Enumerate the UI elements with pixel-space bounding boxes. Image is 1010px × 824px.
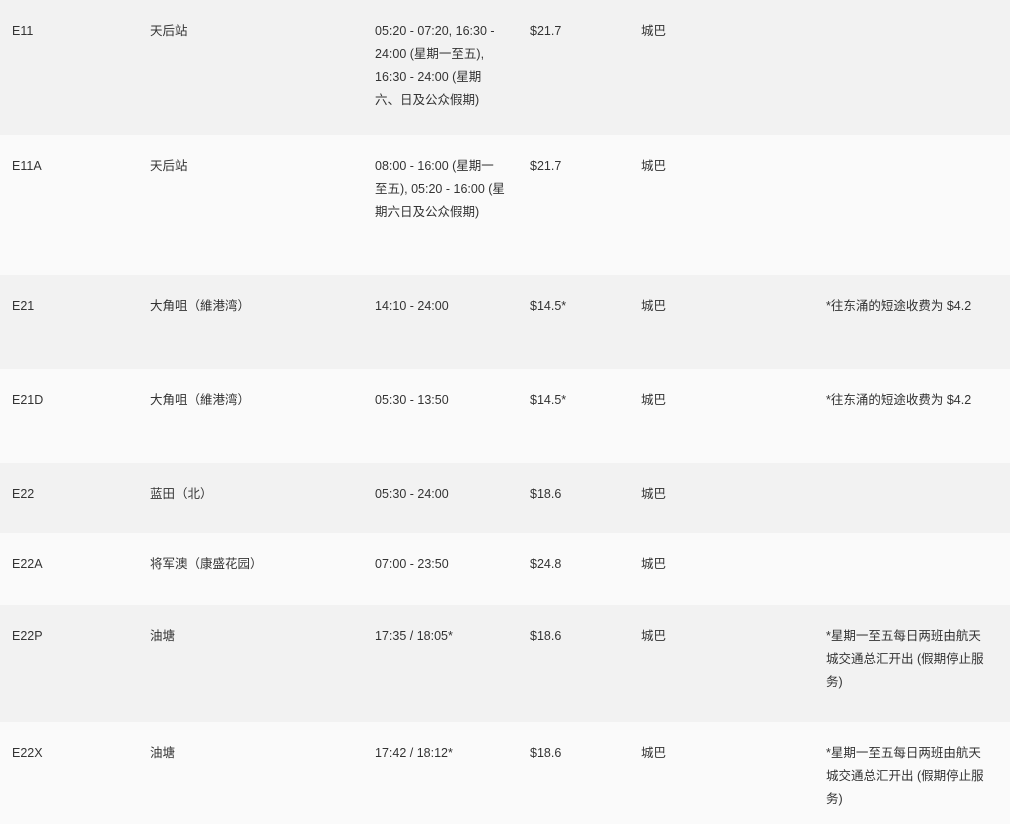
table-row: E22X 油塘 17:42 / 18:12* $18.6 城巴 *星期一至五每日两班由航天…: [0, 722, 1010, 824]
operator-cell: 城巴: [641, 557, 667, 571]
route-number-cell: E21D: [12, 393, 44, 407]
fare-cell: $18.6: [530, 746, 562, 760]
fare-cell: $14.5*: [530, 299, 567, 313]
fare-cell: $21.7: [530, 159, 562, 173]
table-row: E22P 油塘 17:35 / 18:05* $18.6 城巴 *星期一至五每日两班由航天…: [0, 605, 1010, 722]
fare-cell: $18.6: [530, 629, 562, 643]
route-number-cell: E11: [12, 24, 34, 38]
remarks-cell: *往东涌的短途收费为 $4.2: [826, 299, 972, 313]
service-hours-cell: 08:00 - 16:00 (星期一至五), 05:20 - 16:00 (星期…: [375, 159, 505, 219]
route-number-cell: E22: [12, 487, 35, 501]
table-row: E11 天后站 05:20 - 07:20, 16:30 - 24:00 (星期一至…: [0, 0, 1010, 135]
fare-cell: $24.8: [530, 557, 562, 571]
destination-cell: 油塘: [150, 629, 176, 643]
operator-cell: 城巴: [641, 299, 667, 313]
fare-cell: $18.6: [530, 487, 562, 501]
table-row: E11A 天后站 08:00 - 16:00 (星期一至五), 05:20 - 16…: [0, 135, 1010, 275]
service-hours-cell: 17:35 / 18:05*: [375, 629, 453, 643]
table-row: E22A 将军澳（康盛花园） 07:00 - 23:50 $24.8 城巴: [0, 533, 1010, 605]
route-number-cell: E22X: [12, 746, 43, 760]
service-hours-cell: 05:30 - 24:00: [375, 487, 449, 501]
operator-cell: 城巴: [641, 393, 667, 407]
table-row: E21 大角咀（維港湾） 14:10 - 24:00 $14.5* 城巴 *往东涌的短途收…: [0, 275, 1010, 369]
service-hours-cell: 05:20 - 07:20, 16:30 - 24:00 (星期一至五), 16…: [375, 24, 495, 107]
destination-cell: 天后站: [150, 159, 188, 173]
operator-cell: 城巴: [641, 159, 667, 173]
service-hours-cell: 05:30 - 13:50: [375, 393, 449, 407]
fare-cell: $14.5*: [530, 393, 567, 407]
destination-cell: 大角咀（維港湾）: [150, 299, 251, 313]
destination-cell: 将军澳（康盛花园）: [150, 557, 263, 571]
table-row: E21D 大角咀（維港湾） 05:30 - 13:50 $14.5* 城巴 *往东涌的短途…: [0, 369, 1010, 463]
route-number-cell: E21: [12, 299, 35, 313]
service-hours-cell: 17:42 / 18:12*: [375, 746, 453, 760]
destination-cell: 蓝田（北）: [150, 487, 213, 501]
operator-cell: 城巴: [641, 629, 667, 643]
service-hours-cell: 07:00 - 23:50: [375, 557, 449, 571]
remarks-cell: *星期一至五每日两班由航天城交通总汇开出 (假期停止服务): [826, 629, 984, 689]
table-row: E22 蓝田（北） 05:30 - 24:00 $18.6 城巴: [0, 463, 1010, 533]
remarks-cell: *星期一至五每日两班由航天城交通总汇开出 (假期停止服务): [826, 746, 984, 806]
operator-cell: 城巴: [641, 24, 667, 38]
destination-cell: 油塘: [150, 746, 176, 760]
operator-cell: 城巴: [641, 487, 667, 501]
route-number-cell: E22P: [12, 629, 43, 643]
route-number-cell: E22A: [12, 557, 43, 571]
route-number-cell: E11A: [12, 159, 42, 173]
fare-cell: $21.7: [530, 24, 562, 38]
destination-cell: 天后站: [150, 24, 188, 38]
destination-cell: 大角咀（維港湾）: [150, 393, 251, 407]
operator-cell: 城巴: [641, 746, 667, 760]
remarks-cell: *往东涌的短途收费为 $4.2: [826, 393, 972, 407]
service-hours-cell: 14:10 - 24:00: [375, 299, 449, 313]
